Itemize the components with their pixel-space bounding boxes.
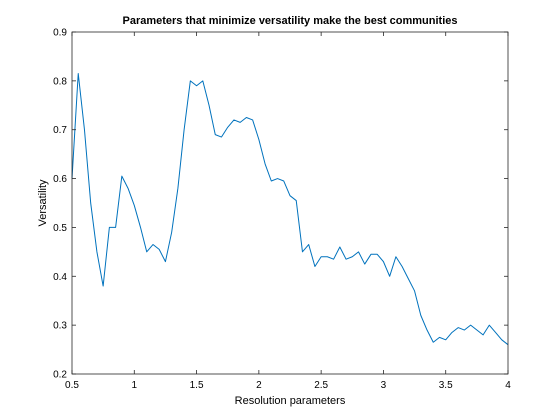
x-tick-label: 4 [505,380,511,391]
chart-title: Parameters that minimize versatility mak… [122,15,457,27]
x-tick-label: 2.5 [314,380,328,391]
x-tick-label: 3 [381,380,387,391]
y-tick-label: 0.5 [53,223,67,234]
y-tick-label: 0.2 [53,370,67,381]
y-tick-label: 0.4 [53,272,67,283]
x-tick-label: 3.5 [439,380,453,391]
x-tick-label: 0.5 [65,380,79,391]
plot-area [72,32,508,374]
x-tick-label: 2 [256,380,262,391]
axes-box [71,31,509,375]
y-axis-label: Versatility [37,179,49,227]
y-tick-label: 0.7 [53,125,67,136]
y-tick-label: 0.6 [53,174,67,185]
y-tick-label: 0.9 [53,28,67,39]
y-tick-label: 0.8 [53,76,67,87]
x-tick-label: 1 [132,380,138,391]
y-tick-label: 0.3 [53,321,67,332]
versatility-series-line [71,73,509,346]
x-tick-label: 1.5 [190,380,204,391]
x-axis-label: Resolution parameters [235,395,346,407]
